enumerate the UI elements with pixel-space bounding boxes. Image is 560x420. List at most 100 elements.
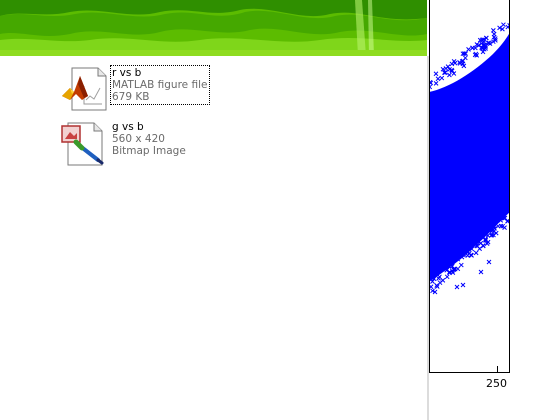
- scatter-marker: [433, 80, 439, 86]
- x-axis-line: [429, 372, 509, 373]
- scatter-marker: [434, 284, 440, 289]
- file-type: Bitmap Image: [112, 145, 186, 157]
- scatter-marker: [433, 71, 439, 77]
- scatter-marker: [454, 284, 460, 290]
- axes-box-right: [509, 0, 510, 373]
- scatter-marker: [463, 51, 469, 56]
- scatter-marker: [449, 268, 455, 274]
- scatter-marker: [447, 66, 452, 72]
- scatter-marker: [441, 263, 447, 268]
- scatter-marker: [430, 288, 435, 294]
- scatter-marker: [472, 45, 478, 51]
- scatter-markers: [429, 22, 510, 295]
- scatter-marker: [491, 31, 497, 37]
- scatter-marker: [461, 51, 467, 56]
- scatter-marker: [443, 263, 448, 269]
- scatter-marker: [437, 274, 442, 280]
- scatter-marker: [445, 64, 451, 70]
- pane-divider[interactable]: [427, 56, 429, 420]
- scatter-marker: [502, 215, 508, 221]
- scatter-marker: [481, 37, 486, 42]
- scatter-marker: [445, 262, 451, 268]
- scatter-marker: [483, 229, 489, 235]
- scatter-marker: [459, 254, 465, 260]
- scatter-marker: [469, 246, 475, 252]
- scatter-marker: [435, 76, 441, 82]
- scatter-marker: [486, 259, 492, 265]
- scatter-marker: [466, 47, 471, 52]
- scatter-marker: [498, 217, 504, 223]
- scatter-marker: [447, 72, 452, 78]
- wallpaper-strip: [0, 0, 427, 56]
- scatter-marker: [429, 79, 433, 85]
- scatter-marker: [452, 266, 458, 272]
- scatter-marker: [481, 46, 487, 52]
- scatter-marker: [501, 215, 507, 221]
- scatter-marker: [480, 243, 486, 249]
- scatter-marker: [500, 26, 505, 32]
- scatter-marker: [484, 35, 489, 41]
- scatter-marker: [432, 289, 438, 295]
- scatter-marker: [497, 25, 502, 31]
- scatter-marker: [458, 262, 464, 268]
- matlab-figure-icon: [58, 66, 110, 112]
- scatter-marker: [430, 274, 436, 280]
- scatter-marker: [452, 60, 458, 66]
- file-explorer-pane: r vs b MATLAB figure file 679 KB: [0, 0, 427, 166]
- file-item-r-vs-b[interactable]: r vs b MATLAB figure file 679 KB: [58, 65, 211, 112]
- scatter-marker: [485, 233, 491, 238]
- image-dimensions: 560 x 420: [112, 133, 165, 145]
- scatter-marker: [491, 232, 496, 238]
- scatter-marker: [442, 70, 448, 75]
- file-label[interactable]: r vs b MATLAB figure file 679 KB: [109, 65, 211, 105]
- x-tick-label: 250: [486, 377, 507, 390]
- scatter-marker: [498, 223, 504, 229]
- scatter-marker: [487, 41, 493, 46]
- scatter-marker: [455, 256, 461, 262]
- scatter-marker: [447, 269, 452, 275]
- bitmap-image-icon: [58, 120, 110, 166]
- scatter-point-cloud: [429, 32, 510, 282]
- scatter-marker: [457, 59, 462, 65]
- scatter-marker: [440, 278, 446, 283]
- scatter-marker: [449, 259, 455, 265]
- file-item-g-vs-b[interactable]: g vs b 560 x 420 Bitmap Image: [58, 120, 188, 166]
- scatter-marker: [472, 237, 478, 243]
- scatter-marker: [473, 250, 479, 256]
- scatter-marker: [489, 232, 495, 238]
- scatter-marker: [462, 55, 468, 61]
- scatter-marker: [459, 59, 465, 64]
- scatter-marker: [453, 252, 458, 258]
- file-name: r vs b: [112, 67, 142, 79]
- scatter-marker: [483, 238, 489, 243]
- scatter-marker: [493, 38, 498, 43]
- y-axis-line: [429, 0, 430, 372]
- scatter-marker: [479, 37, 485, 43]
- scatter-marker: [430, 279, 435, 284]
- scatter-marker: [491, 228, 497, 234]
- scatter-marker: [442, 70, 447, 75]
- scatter-marker: [474, 42, 480, 47]
- file-label[interactable]: g vs b 560 x 420 Bitmap Image: [111, 120, 188, 158]
- file-type: MATLAB figure file: [112, 79, 208, 91]
- scatter-marker: [447, 270, 452, 276]
- scatter-marker: [490, 28, 496, 33]
- scatter-marker: [465, 253, 470, 258]
- scatter-marker: [451, 71, 457, 76]
- scatter-marker: [444, 274, 450, 280]
- scatter-marker: [449, 68, 455, 74]
- file-size: 679 KB: [112, 91, 150, 103]
- file-name: g vs b: [112, 121, 144, 133]
- scatter-marker: [472, 52, 478, 58]
- scatter-marker: [501, 22, 506, 28]
- scatter-marker: [474, 243, 479, 249]
- scatter-plot: [429, 22, 510, 295]
- scatter-marker: [460, 282, 466, 288]
- x-tick: [497, 366, 498, 372]
- scatter-marker: [439, 75, 445, 81]
- scatter-marker: [500, 223, 506, 229]
- scatter-marker: [480, 49, 486, 55]
- scatter-marker: [481, 42, 487, 48]
- scatter-marker: [478, 269, 484, 275]
